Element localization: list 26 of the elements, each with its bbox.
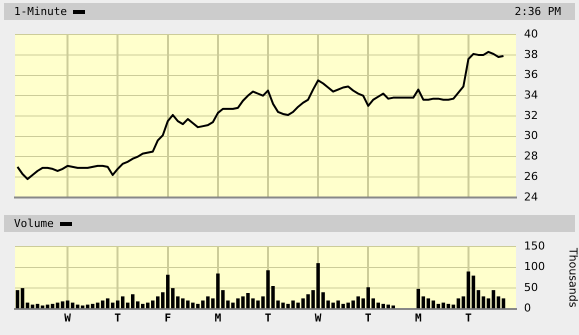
x-tick-label: T xyxy=(364,311,372,324)
y-tick-label: 50 xyxy=(524,280,538,294)
y-tick-label: 40 xyxy=(524,27,538,40)
y-tick-label: 0 xyxy=(524,302,531,315)
x-tick-label: M xyxy=(214,311,222,324)
y-tick-label: 34 xyxy=(524,88,538,102)
x-tick-label: F xyxy=(164,311,172,324)
y-tick-label: 38 xyxy=(524,48,538,61)
y-tick-label: 32 xyxy=(524,108,538,122)
x-tick-label: T xyxy=(264,311,272,324)
y-tick-label: 26 xyxy=(524,170,538,183)
x-tick-label: W xyxy=(314,311,322,324)
x-tick-label: T xyxy=(114,311,122,324)
legend-label: 1-Minute xyxy=(14,5,67,18)
y-tick-label: 100 xyxy=(524,260,545,274)
y-tick-label: 150 xyxy=(524,239,545,252)
y-axis-title: Thousands xyxy=(566,246,579,308)
x-tick-label: M xyxy=(414,311,422,324)
y-tick-label: 36 xyxy=(524,68,538,82)
y-tick-label: 28 xyxy=(524,150,538,163)
x-tick-label: T xyxy=(465,311,472,324)
text: 2:36 PM xyxy=(514,5,561,18)
legend-label: Volume xyxy=(14,217,54,230)
x-tick-label: W xyxy=(64,311,72,324)
y-tick-label: 24 xyxy=(524,190,538,204)
y-tick-label: 30 xyxy=(524,129,538,142)
